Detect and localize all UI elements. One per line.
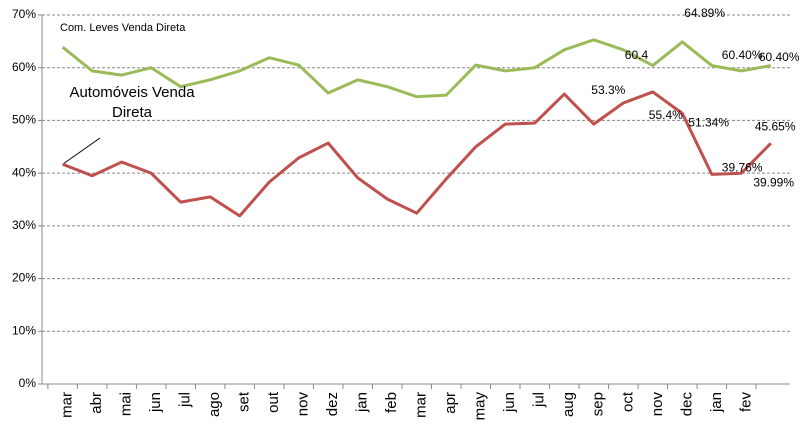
x-tick-label: mai bbox=[118, 392, 135, 416]
y-tick-label: 70% bbox=[12, 7, 36, 21]
y-tick-label: 10% bbox=[12, 323, 36, 337]
data-label: 39.76% bbox=[722, 161, 763, 175]
data-label: 64.89% bbox=[684, 6, 725, 20]
x-tick-label: mar bbox=[59, 392, 76, 418]
data-label: 51.34% bbox=[688, 116, 729, 130]
x-tick-label: set bbox=[236, 391, 253, 412]
x-tick-label: feb bbox=[383, 392, 400, 413]
x-tick-label: dec bbox=[678, 392, 695, 417]
data-label: 60.4 bbox=[625, 48, 649, 62]
data-label: 55.4% bbox=[649, 108, 683, 122]
data-label: 53.3% bbox=[591, 83, 625, 97]
data-label: 60.40% bbox=[759, 50, 800, 64]
x-tick-label: sep bbox=[590, 392, 607, 416]
x-tick-label: abr bbox=[88, 392, 105, 414]
x-tick-label: jun bbox=[501, 392, 518, 413]
x-tick-label: jul bbox=[177, 392, 194, 408]
x-tick-label: fev bbox=[737, 392, 754, 413]
y-tick-label: 60% bbox=[12, 60, 36, 74]
x-tick-label: nov bbox=[649, 392, 666, 417]
annotation-arrow bbox=[62, 137, 101, 165]
data-label: 60.40% bbox=[722, 48, 763, 62]
x-tick-label: dez bbox=[324, 392, 341, 416]
y-tick-label: 40% bbox=[12, 165, 36, 179]
y-tick-label: 0% bbox=[19, 376, 37, 390]
series-name: Com. Leves Venda Direta bbox=[60, 22, 186, 34]
x-tick-label: jan bbox=[708, 392, 725, 413]
y-tick-label: 50% bbox=[12, 113, 36, 127]
x-tick-label: ago bbox=[206, 392, 223, 417]
series-line bbox=[61, 38, 772, 99]
x-tick-label: jul bbox=[531, 392, 548, 408]
x-tick-label: jan bbox=[354, 392, 371, 413]
x-tick-label: jun bbox=[147, 392, 164, 413]
x-tick-label: apr bbox=[442, 392, 459, 414]
x-tick-label: nov bbox=[295, 392, 312, 417]
y-tick-label: 20% bbox=[12, 271, 36, 285]
series-line bbox=[62, 90, 772, 218]
x-tick-label: aug bbox=[560, 392, 577, 417]
data-label: 39.99% bbox=[753, 175, 794, 189]
x-tick-label: oct bbox=[619, 391, 636, 412]
series-name: Automóveis Venda Direta bbox=[69, 84, 195, 121]
x-tick-label: mar bbox=[413, 392, 430, 418]
data-label: 45.65% bbox=[755, 120, 796, 134]
x-tick-label: out bbox=[265, 391, 282, 413]
x-tick-label: may bbox=[472, 392, 489, 421]
y-tick-label: 30% bbox=[12, 218, 36, 232]
